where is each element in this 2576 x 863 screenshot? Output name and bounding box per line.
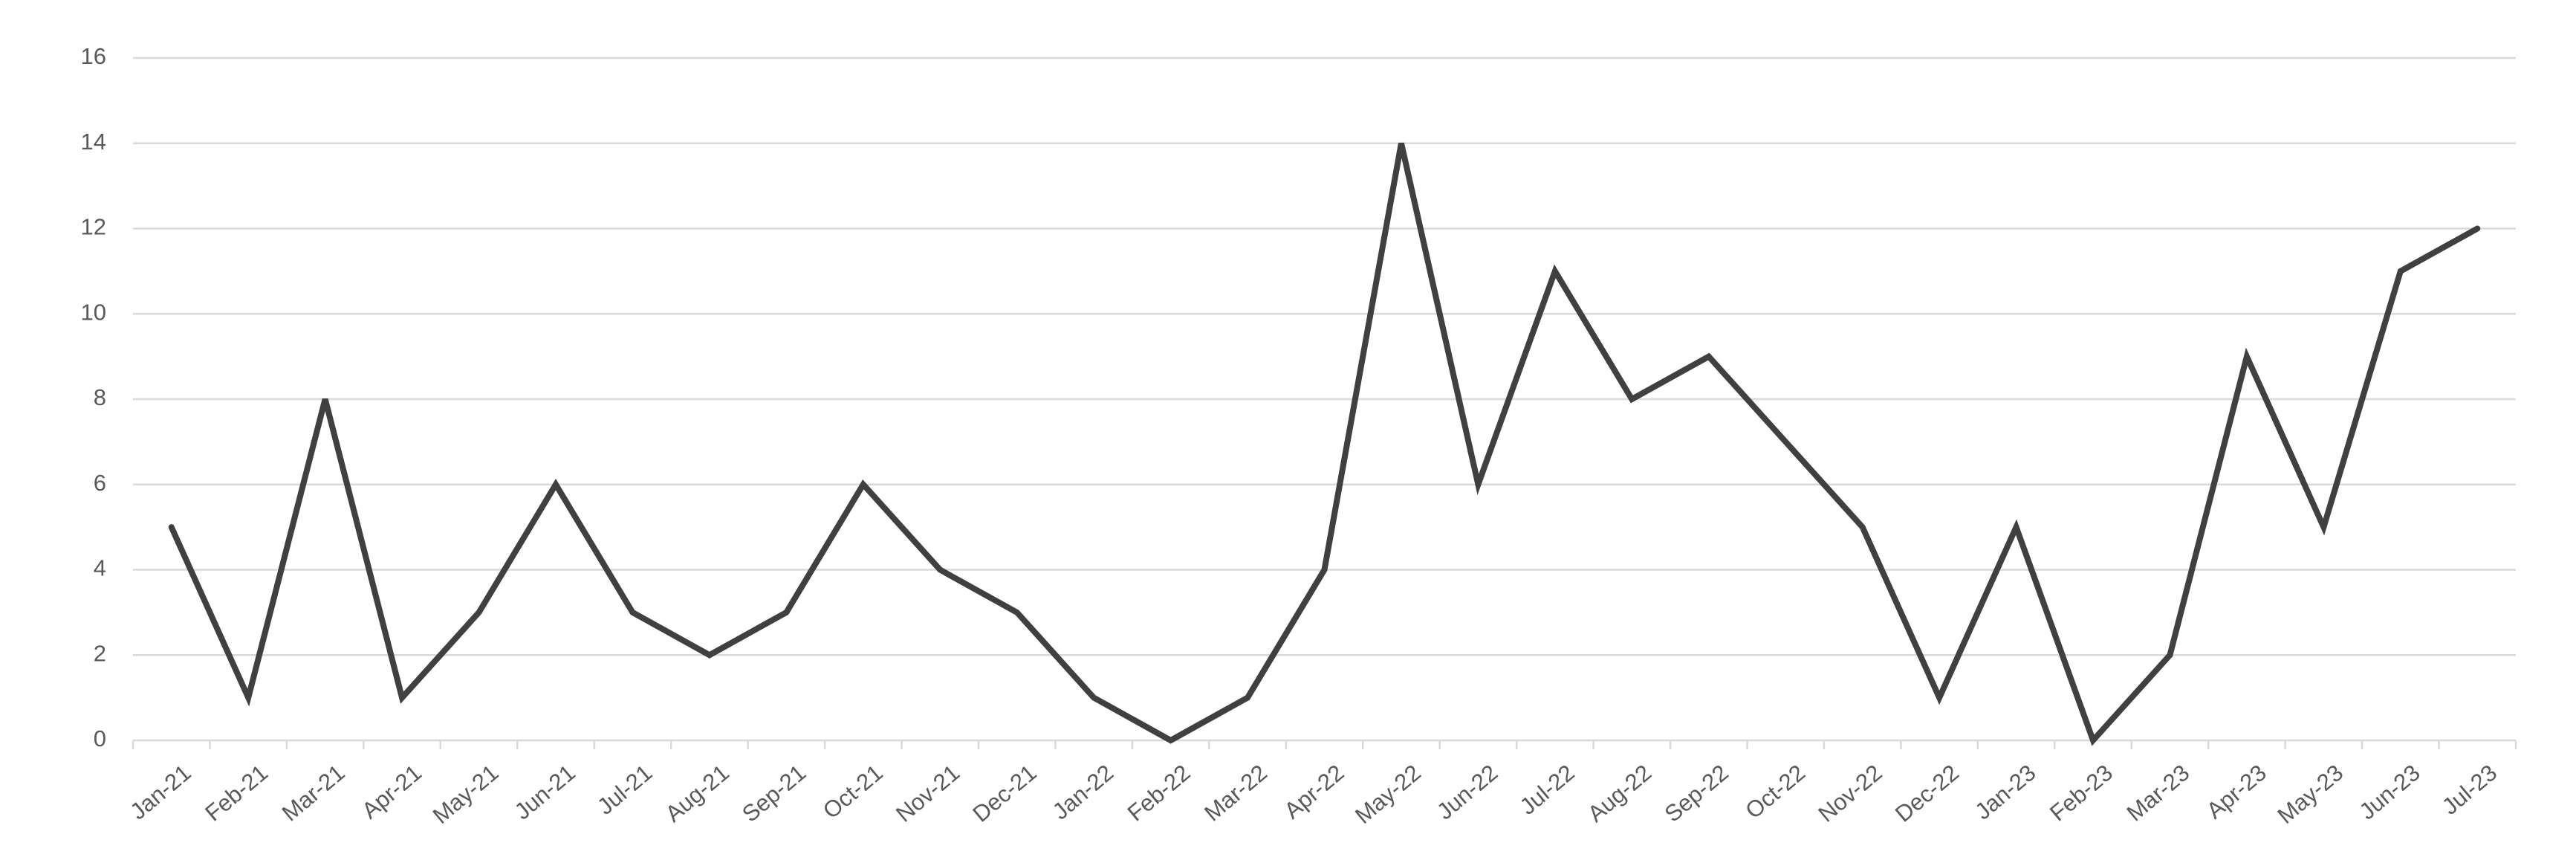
x-tick-label: Aug-22: [1583, 760, 1656, 827]
x-tick-label: Jan-22: [1048, 760, 1118, 825]
y-tick-label: 2: [94, 640, 106, 666]
x-tick-label: Feb-21: [200, 760, 273, 827]
y-tick-label: 0: [94, 725, 106, 752]
x-tick-label: Oct-22: [1740, 760, 1810, 824]
y-tick-label: 14: [81, 129, 106, 155]
x-tick-label: Jun-23: [2355, 760, 2425, 825]
x-tick-label: Jan-21: [126, 760, 196, 825]
x-tick-label: Jul-23: [2437, 760, 2502, 820]
x-tick-label: Jan-23: [1970, 760, 2040, 825]
x-tick-label: Sep-22: [1660, 760, 1733, 827]
x-tick-label: Mar-23: [2122, 760, 2195, 827]
y-tick-label: 6: [94, 470, 106, 496]
x-tick-label: Apr-23: [2202, 760, 2271, 824]
x-tick-label: Apr-21: [357, 760, 426, 824]
y-tick-label: 16: [81, 43, 106, 69]
x-tick-label: Dec-22: [1890, 760, 1964, 827]
x-tick-label: Jul-22: [1515, 760, 1580, 820]
x-tick-label: Feb-22: [1123, 760, 1195, 827]
x-tick-label: Jun-21: [510, 760, 580, 825]
x-tick-label: May-21: [428, 760, 504, 829]
x-tick-label: May-22: [1350, 760, 1426, 829]
y-tick-label: 10: [81, 299, 106, 325]
x-tick-label: Aug-21: [661, 760, 734, 827]
x-tick-label: Dec-21: [968, 760, 1042, 827]
y-tick-label: 4: [94, 555, 106, 581]
x-tick-label: May-23: [2273, 760, 2349, 829]
x-tick-label: Sep-21: [737, 760, 811, 827]
x-tick-label: Mar-22: [1199, 760, 1272, 827]
x-tick-label: Jul-21: [592, 760, 657, 820]
y-tick-label: 12: [81, 214, 106, 240]
x-tick-label: Nov-21: [891, 760, 964, 827]
x-tick-label: Mar-21: [277, 760, 350, 827]
x-tick-label: Oct-21: [818, 760, 888, 824]
x-tick-label: Nov-22: [1814, 760, 1887, 827]
data-line: [168, 142, 2481, 746]
x-tick-label: Apr-22: [1279, 760, 1349, 824]
y-tick-label: 8: [94, 384, 106, 410]
x-tick-label: Feb-23: [2045, 760, 2118, 827]
x-tick-label: Jun-22: [1432, 760, 1502, 825]
